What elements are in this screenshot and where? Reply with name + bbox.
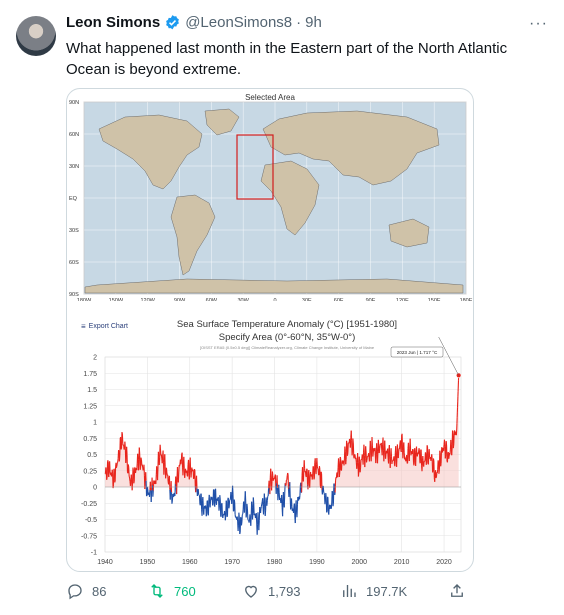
tooltip-leader [438,336,459,376]
lon-label: 60E [334,298,344,301]
tweet-text: What happened last month in the Eastern … [66,40,508,78]
y-tick-label: 0.5 [87,452,97,459]
lon-label: 0 [273,298,276,301]
y-tick-label: -0.75 [81,533,97,540]
like-icon [245,585,257,598]
lon-label: 90E [366,298,376,301]
lon-label: 120E [396,298,409,301]
views-icon [343,585,356,597]
greenland [204,108,240,136]
x-tick-label: 2020 [436,559,452,566]
x-tick-label: 1960 [182,559,198,566]
view-count: 197.7K [366,583,408,599]
lon-label: 120W [140,298,155,301]
lat-label: 60S [69,260,79,266]
y-tick-label: 1.75 [83,371,97,378]
sst-anomaly-chart: 2 1.75 1.5 1.25 1 0.75 0.5 0.25 0 -0.25 -0.5 -0.75 -… [81,336,462,566]
lat-label: 60N [69,132,79,138]
positive-area [105,375,459,487]
menu-icon: ≡ [81,322,86,331]
lon-label: 150E [428,298,441,301]
tooltip: 2023 Jun | 1.717 °C [390,346,444,358]
lon-label: 180E [460,298,473,301]
author-name[interactable]: Leon Simons [66,14,161,31]
y-tick-label: 2 [93,355,97,362]
y-tick-label: 1.25 [83,403,97,410]
map-title: Selected Area [245,93,295,102]
selected-area-box [236,134,274,200]
lat-label: 30S [69,228,79,234]
chart-subtitle: Specify Area (0°-60°N, 35°W-0°) [218,332,356,343]
retweet-button[interactable]: 760 [148,582,196,600]
africa [260,160,320,236]
avatar[interactable] [16,16,56,56]
export-chart-label: Export Chart [88,323,128,330]
lon-label: 150W [109,298,124,301]
south-america [170,194,216,276]
tweet-time[interactable]: 9h [305,14,322,31]
verified-badge-icon [166,15,180,30]
lat-label: EQ [69,196,78,202]
y-tick-label: -1 [91,550,97,557]
world-map: 90N 60N 30N EQ 30S 60S 90S 180W 150W 120W 90W 60W 3… [69,100,473,301]
y-tick-label: 0 [93,485,97,492]
x-tick-label: 1970 [224,559,240,566]
north-america [98,114,203,190]
tweet-header: Leon Simons @LeonSimons8 · 9h [66,14,322,31]
x-tick-label: 1990 [309,559,325,566]
eurasia [262,110,440,186]
y-tick-label: 0.25 [83,468,97,475]
lat-label: 90S [69,292,79,298]
australia [388,218,430,248]
antarctica [84,278,464,294]
retweet-icon [151,584,163,598]
chart-title: Sea Surface Temperature Anomaly (°C) [19… [176,319,398,330]
y-tick-label: -0.5 [85,517,97,524]
like-count: 1,793 [268,583,301,599]
x-tick-label: 2000 [351,559,367,566]
share-button[interactable] [448,582,466,600]
views-button[interactable]: 197.7K [340,582,407,600]
x-tick-label: 2010 [394,559,410,566]
action-bar: 86 760 1,793 197.7K [66,582,546,604]
export-chart-button[interactable]: ≡ Export Chart [81,322,128,331]
share-icon [451,584,463,597]
y-tick-label: 1.5 [87,387,97,394]
highlight-point [455,372,462,379]
y-tick-label: 0.75 [83,436,97,443]
lon-label: 90W [174,298,186,301]
lon-label: 180W [77,298,92,301]
lon-label: 30W [238,298,250,301]
y-tick-label: 1 [93,420,97,427]
reply-count: 86 [92,583,107,599]
chart-source: [OISST ERA5 (0.5x0.5 deg)] ClimateReanal… [199,345,375,350]
lon-label: 30E [302,298,312,301]
tooltip-text: 2023 Jun | 1.717 °C [397,350,438,355]
reply-button[interactable]: 86 [66,582,106,600]
more-icon[interactable]: ··· [529,15,548,32]
retweet-count: 760 [174,583,196,599]
y-tick-label: -0.25 [81,501,97,508]
author-handle[interactable]: @LeonSimons8 [185,14,293,31]
lon-label: 60W [206,298,218,301]
x-tick-label: 1980 [267,559,283,566]
tweet-image[interactable]: Selected Area 90N 60N 30N EQ 30S 60S 90S 180W 1… [66,88,474,572]
x-tick-label: 1950 [140,559,156,566]
x-tick-label: 1940 [97,559,113,566]
like-button[interactable]: 1,793 [242,582,301,600]
lat-label: 30N [69,164,79,170]
reply-icon [68,584,82,600]
separator: · [296,14,302,31]
lat-label: 90N [69,100,79,106]
